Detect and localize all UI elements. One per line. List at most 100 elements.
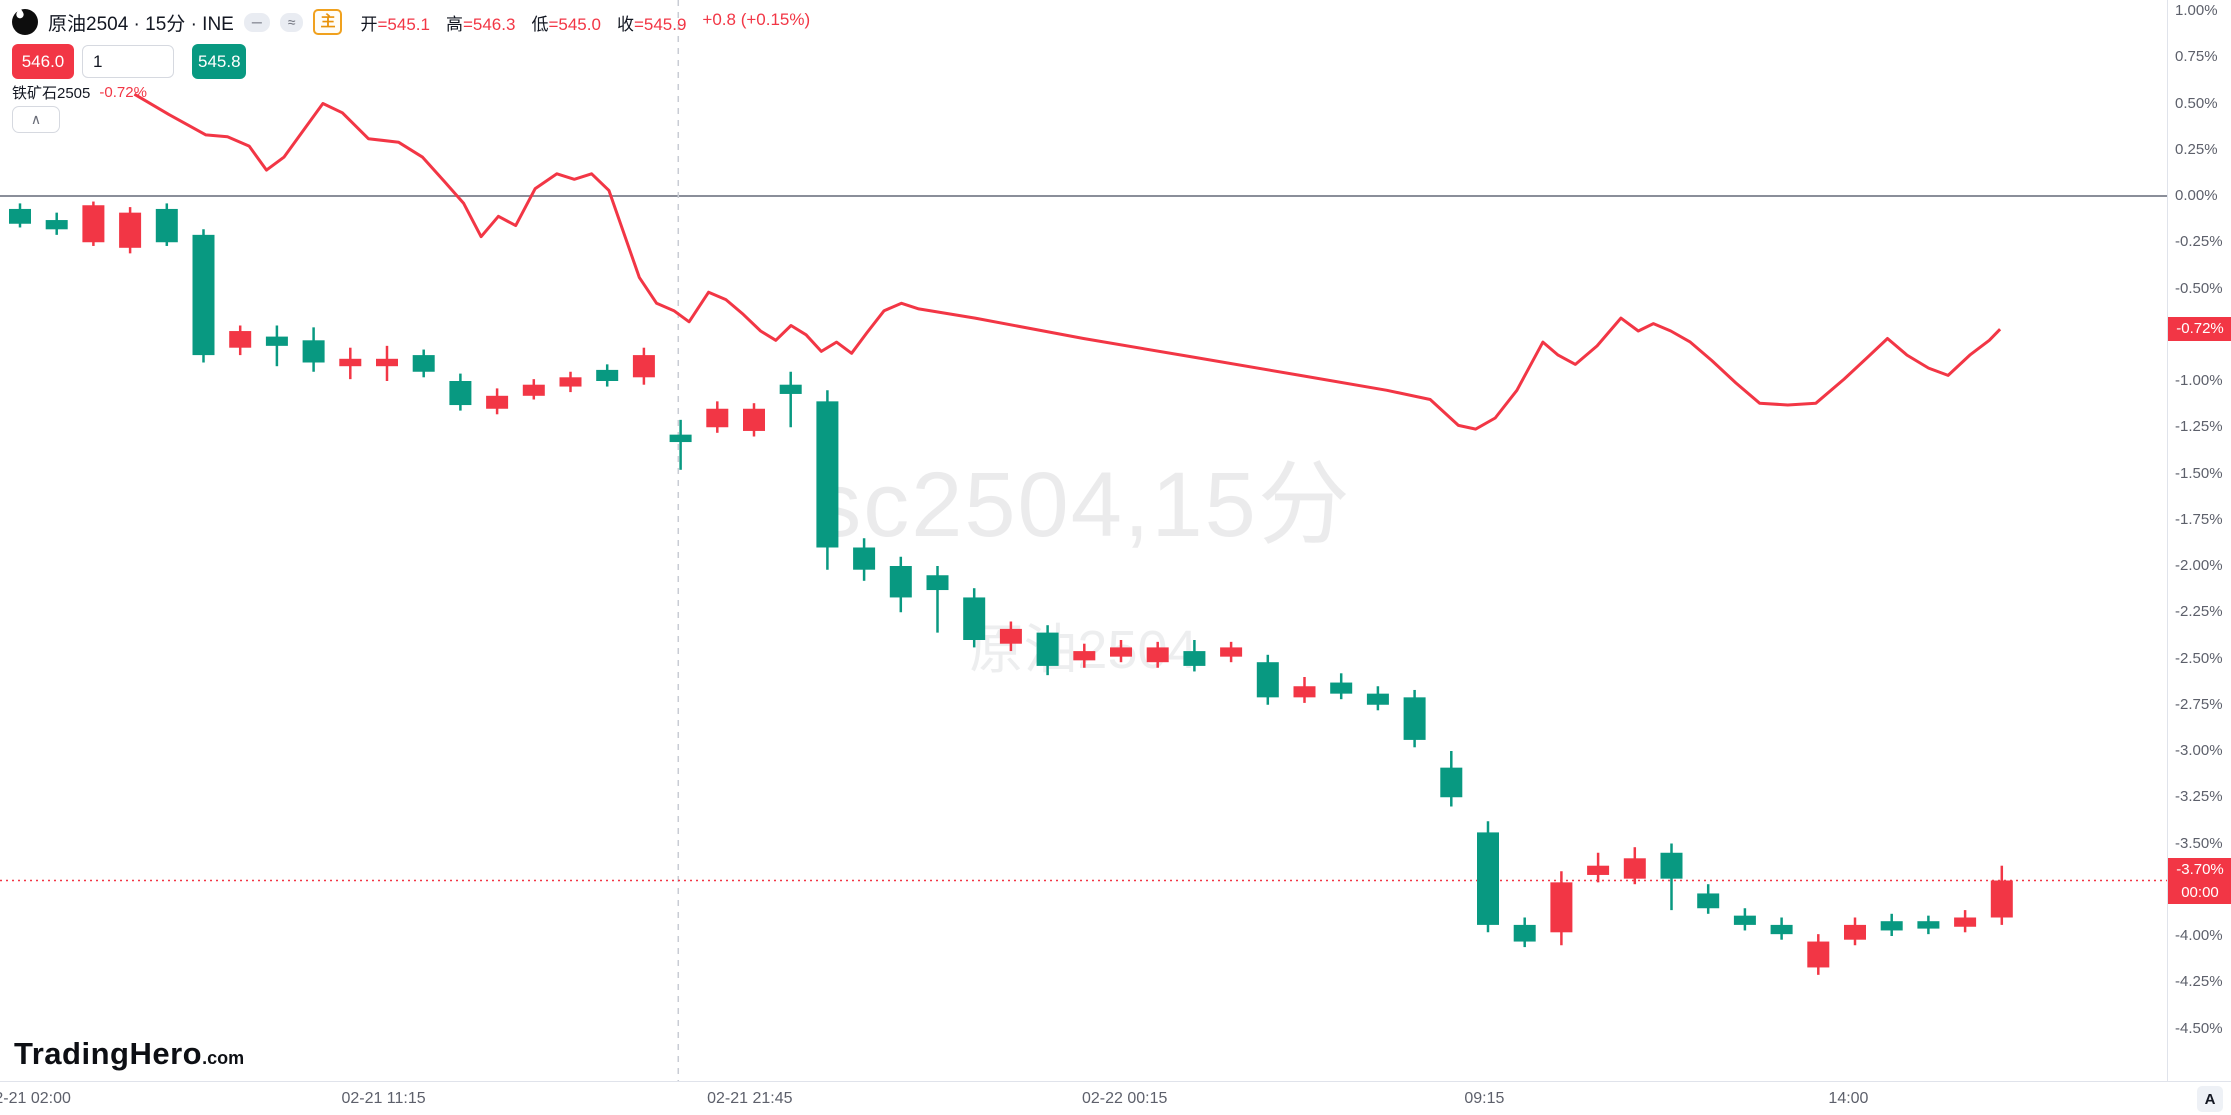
candle-body [816, 401, 839, 548]
buy-button[interactable]: 545.8 [192, 44, 246, 79]
chart-plot[interactable]: sc2504,15分 原油2504 原油2504 · 15分 · INE ─ ≈… [0, 0, 2167, 1081]
hide-icon[interactable]: ─ [243, 12, 270, 32]
candle-body [853, 547, 876, 570]
time-axis[interactable]: A 02-21 02:00 02-21 11:15 02-21 21:45 02-22… [0, 1081, 2231, 1115]
price-tick: 0.50% [2175, 94, 2218, 112]
candle-body [486, 395, 509, 409]
candle-body [926, 575, 949, 591]
candle-body [1477, 832, 1499, 925]
main-contract-badge[interactable]: 主 [313, 9, 343, 35]
candle-body [412, 355, 435, 372]
tradinghero-logo[interactable]: TradingHero .com [14, 1036, 244, 1072]
candle-body [1660, 852, 1683, 879]
close-value: =545.9 [633, 14, 687, 34]
candle-body [596, 369, 619, 381]
brand-tld: .com [202, 1048, 245, 1068]
auto-scale-button[interactable]: A [2197, 1086, 2223, 1112]
candle-body [1844, 924, 1866, 940]
price-tick: -2.50% [2175, 649, 2223, 667]
candle-body [1770, 924, 1793, 935]
close-label: 收 [616, 14, 634, 34]
price-tick: -2.25% [2175, 603, 2223, 621]
candle-body [1330, 682, 1353, 694]
brand-name: TradingHero [14, 1036, 203, 1071]
candle-body [1990, 880, 2013, 918]
candle-body [1366, 693, 1389, 705]
time-label: 02-22 00:15 [1081, 1090, 1168, 1107]
candle-body [45, 220, 68, 230]
candle-body [963, 597, 986, 640]
low-label: 低 [531, 14, 549, 34]
candle-body [1073, 651, 1096, 661]
open-value: =545.1 [377, 14, 430, 34]
price-tick: -3.00% [2175, 742, 2223, 759]
price-tick: -3.25% [2175, 788, 2223, 806]
ohlc-readout: 开=545.1 高=546.3 低=545.0 收=545.9 +0.8 (+0… [360, 10, 810, 35]
price-tick: -2.75% [2175, 695, 2223, 713]
compare-series-legend[interactable]: 铁矿石2505 -0.72% [12, 82, 147, 103]
sell-button[interactable]: 546.0 [12, 44, 74, 79]
price-tick: 0.00% [2175, 187, 2218, 204]
candle-body [1513, 924, 1536, 942]
instrument-logo-icon [12, 8, 38, 35]
candle-body [1220, 647, 1243, 657]
candle-body [1403, 697, 1426, 740]
candle-body [669, 434, 692, 443]
low-value: =545.0 [548, 14, 601, 34]
candle-body [1550, 882, 1573, 933]
compare-series-name: 铁矿石2505 [12, 85, 91, 102]
price-tick: -1.25% [2175, 418, 2223, 436]
time-label: 02-21 02:00 [0, 1090, 71, 1107]
candle-body [1256, 662, 1279, 698]
candle-body [999, 628, 1022, 644]
chevron-up-icon: ∧ [30, 111, 42, 127]
candle-body [1917, 921, 1940, 929]
candle-body [1183, 651, 1206, 666]
high-value: =546.3 [462, 14, 516, 34]
current-price-badge: -3.70% 00:00 [2168, 857, 2231, 904]
price-tick: -0.50% [2175, 279, 2223, 297]
candle-body [155, 208, 178, 243]
candle-body [1110, 647, 1132, 657]
candle-body [1440, 767, 1463, 798]
price-tick: 0.75% [2175, 48, 2218, 66]
candle-body [522, 384, 545, 396]
candle-body [779, 384, 802, 394]
change-value: +0.8 (+0.15%) [702, 9, 811, 29]
price-tick: 0.25% [2175, 140, 2218, 158]
candle-body [339, 358, 362, 367]
candle-body [449, 381, 472, 406]
line-value-badge: -0.72% [2168, 317, 2231, 342]
candle-body [743, 408, 765, 431]
time-label: 09:15 [1464, 1090, 1505, 1107]
time-label: 02-21 11:15 [341, 1090, 426, 1107]
price-tick: -4.50% [2175, 1019, 2223, 1037]
quantity-input[interactable] [82, 45, 174, 78]
price-tick: 1.00% [2175, 2, 2218, 19]
candle-body [1954, 917, 1977, 927]
candle-body [376, 358, 398, 367]
price-tick: -4.25% [2175, 973, 2223, 991]
quick-trade-panel: 546.0 545.8 [12, 44, 246, 79]
price-tick: -2.00% [2175, 557, 2223, 574]
price-tick: -0.25% [2175, 233, 2223, 251]
time-label: 14:00 [1828, 1090, 1869, 1107]
price-tick: -1.75% [2175, 510, 2223, 528]
price-tick: -1.50% [2175, 464, 2223, 482]
candle-body [632, 355, 655, 378]
candle-body [1880, 921, 1903, 931]
candle-body [229, 331, 252, 348]
high-label: 高 [445, 14, 463, 34]
compare-series-change: -0.72% [99, 84, 147, 101]
compare-line-series [133, 92, 2002, 431]
candle-body [1807, 941, 1830, 968]
candle-body [706, 408, 729, 428]
symbol-legend[interactable]: 原油2504 · 15分 · INE ─ ≈ 主 开=545.1 高=546.3… [12, 6, 810, 38]
candle-body [302, 340, 325, 363]
symbol-title: 原油2504 · 15分 · INE [48, 13, 234, 35]
price-axis[interactable]: 1.00% 0.75% 0.50% 0.25% 0.00% -0.25% -0.50% -0.… [2167, 0, 2231, 1081]
collapse-legend-button[interactable]: ∧ [12, 106, 60, 133]
candle-body [82, 205, 105, 243]
wave-icon[interactable]: ≈ [279, 12, 304, 32]
candle-body [1697, 893, 1720, 909]
